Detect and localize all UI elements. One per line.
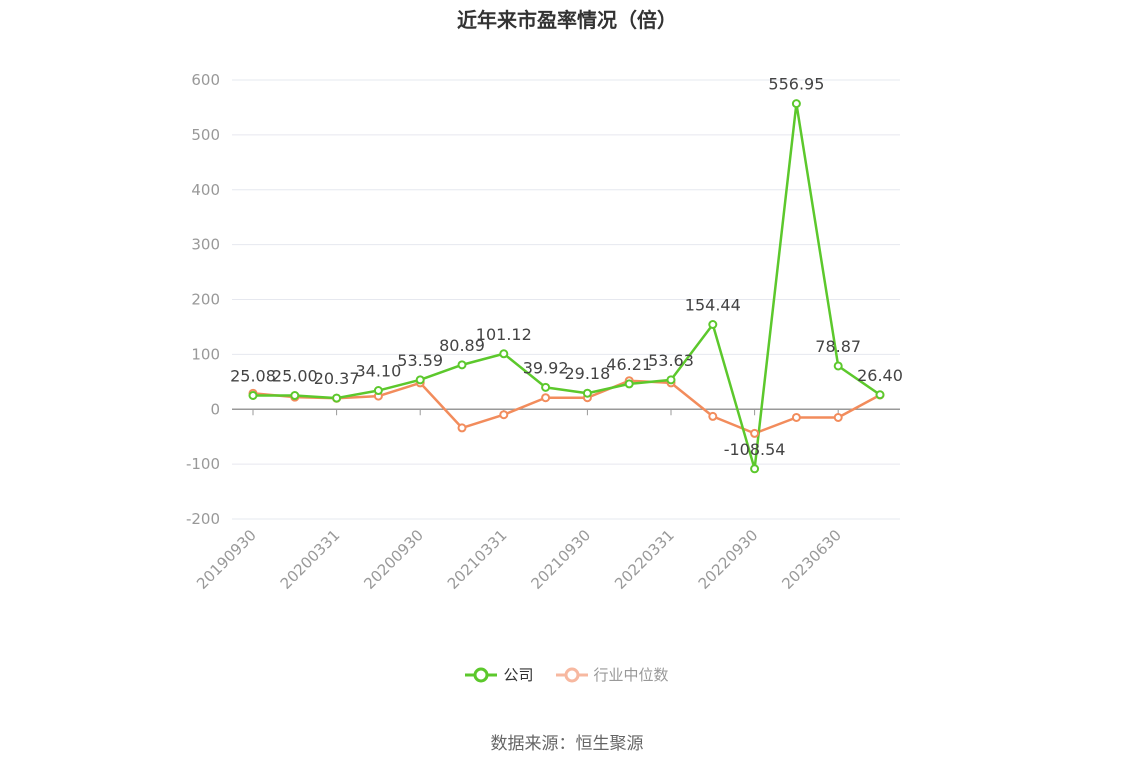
data-point-company: [499, 349, 509, 359]
data-point-industry: [708, 411, 718, 421]
x-tick-label: 20230630: [778, 526, 845, 593]
chart-title: 近年来市盈率情况（倍）: [457, 8, 677, 32]
x-tick-label: 20210930: [528, 526, 595, 593]
data-source: 数据来源：恒生聚源: [490, 734, 644, 754]
data-label-company: 78.87: [815, 337, 861, 356]
data-point-company: [582, 388, 592, 398]
data-point-industry: [791, 412, 801, 422]
series-line-company: [252, 102, 881, 471]
data-label-company: -108.54: [724, 440, 786, 459]
data-point-industry: [499, 410, 509, 420]
data-point-company: [833, 361, 843, 371]
x-axis-tick-labels: 20190930 20200331 20200930 20210331 20210930…: [193, 526, 845, 593]
x-tick-label: 20200331: [277, 526, 344, 593]
legend-item-company[interactable]: 公司: [465, 664, 534, 685]
legend: 公司 行业中位数: [0, 664, 1134, 685]
x-tick-label: 20190930: [193, 526, 260, 593]
y-tick-label: -200: [186, 510, 220, 528]
x-tick-label: 20210331: [444, 526, 511, 593]
data-point-company: [750, 464, 760, 474]
series-line-industry: [252, 379, 881, 435]
legend-label-company: 公司: [503, 666, 534, 684]
data-point-company: [457, 360, 467, 370]
y-tick-label: 500: [191, 126, 220, 144]
x-tick-label: 20200930: [360, 526, 427, 593]
data-label-company: 80.89: [439, 336, 485, 355]
data-point-company: [541, 382, 551, 392]
legend-label-industry: 行业中位数: [593, 666, 669, 684]
y-tick-label: 400: [191, 181, 220, 199]
data-point-company: [415, 375, 425, 385]
data-label-company: 25.00: [272, 367, 318, 386]
grid-lines: [232, 79, 900, 520]
data-point-industry: [457, 423, 467, 433]
data-point-industry: [541, 393, 551, 403]
y-tick-label: 200: [191, 291, 220, 309]
data-point-company: [373, 386, 383, 396]
pe-ratio-line-chart: -200 -100 0 100 200 300 400 500 600 20190930 2020…: [186, 71, 903, 593]
data-label-company: 20.37: [314, 369, 360, 388]
data-label-company: 556.95: [768, 75, 824, 94]
y-tick-label: 600: [191, 71, 220, 89]
y-axis-tick-labels: -200 -100 0 100 200 300 400 500 600: [186, 71, 220, 528]
y-tick-label: 100: [191, 345, 220, 363]
data-point-company: [875, 390, 885, 400]
data-label-company: 101.12: [476, 325, 532, 344]
data-label-company: 34.10: [355, 362, 401, 381]
series-lines: [252, 102, 881, 471]
y-tick-label: 300: [191, 236, 220, 254]
x-tick-label: 20220930: [695, 526, 762, 593]
legend-item-industry[interactable]: 行业中位数: [555, 664, 669, 685]
data-label-company: 26.40: [857, 366, 903, 385]
data-point-industry: [833, 412, 843, 422]
legend-swatch-industry: [555, 667, 588, 682]
data-point-company: [332, 393, 342, 403]
data-point-company: [791, 99, 801, 109]
data-label-company: 53.63: [648, 351, 694, 370]
data-label-company: 39.92: [523, 358, 569, 377]
data-label-company: 25.08: [230, 366, 276, 385]
series-points: [248, 99, 885, 474]
data-point-company: [624, 379, 634, 389]
data-point-company: [290, 391, 300, 401]
data-point-industry: [750, 428, 760, 438]
data-label-company: 29.18: [564, 364, 610, 383]
legend-swatch-company: [465, 667, 498, 682]
data-point-company: [666, 375, 676, 385]
x-tick-label: 20220331: [611, 526, 678, 593]
data-label-company: 154.44: [685, 296, 741, 315]
data-label-company: 53.59: [397, 351, 443, 370]
data-point-company: [248, 390, 258, 400]
data-label-company: 46.21: [606, 355, 652, 374]
x-axis: [232, 408, 900, 416]
y-tick-label: -100: [186, 455, 220, 473]
data-point-company: [708, 320, 718, 330]
y-tick-label: 0: [210, 400, 220, 418]
